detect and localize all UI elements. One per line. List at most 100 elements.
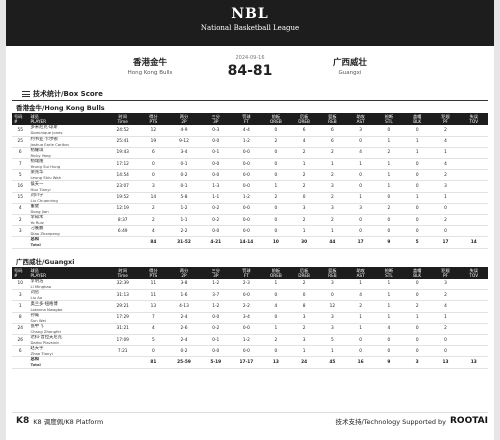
table-header-row: 号码 # 球员 PLAYER 时间 Time 得分 PTS 两分 2P 三分 3P 罚球 FT 前板 OREB… [12, 266, 488, 279]
stat-cell: 0 [374, 125, 404, 137]
stat-cell: 1-2 [231, 334, 262, 347]
stat-cell: 0-0 [231, 289, 262, 302]
stat-cell: 1 [374, 158, 404, 171]
column-header: 时间 Time [106, 113, 140, 125]
stat-cell: 0-0 [200, 169, 232, 182]
player-number: 24 [12, 323, 29, 336]
table-row: 26 达科·普拉夫尼克 Darko Plavsinic 17:09 5 2-4 0-1 1-2… [12, 334, 488, 347]
player-name-en: Zhao Tianyi [30, 351, 53, 357]
stat-cell: 0 [318, 289, 347, 302]
stat-cell: 3 [289, 334, 319, 347]
stat-cell [459, 334, 488, 347]
column-header: 篮板 REB [318, 113, 347, 125]
stat-cell: 1 [374, 289, 404, 302]
stat-cell: 0 [374, 192, 404, 204]
player-name: 达科·普拉夫尼克 Darko Plavsinic [28, 334, 107, 347]
stat-cell: 31:13 [106, 289, 140, 302]
column-header: 抢断 STL [374, 266, 404, 279]
stat-cell: 2 [289, 180, 319, 193]
stat-cell: 3-4 [231, 312, 262, 324]
column-header-en: BLK [413, 119, 422, 124]
player-name-en: Lotanna Nwogbo [30, 306, 63, 312]
list-icon [22, 91, 30, 97]
stat-cell: 1-6 [167, 289, 201, 302]
column-header-cn: 犯规 [441, 114, 450, 119]
table-row: 6 杨耀琪 Ricky Yang 19:43 6 3-4 0-1 0-0 0 2 2 4 2 1 1 [12, 147, 488, 160]
stat-cell: 0 [261, 125, 290, 137]
stat-cell: 1 [346, 278, 375, 291]
stat-cell: 0 [403, 125, 432, 137]
stat-cell: 0-2 [200, 323, 232, 336]
stat-cell: 4 [374, 323, 404, 336]
stat-cell: 0 [261, 312, 290, 324]
player-name-en: Total [30, 242, 41, 248]
column-header-cn: 失误 [469, 267, 478, 273]
stat-cell: 3-8 [167, 278, 201, 291]
stat-cell: 0-2 [167, 169, 201, 182]
player-name-cn: 总和 [30, 357, 40, 363]
stat-cell: 0 [374, 345, 404, 358]
stat-cell: 0 [261, 225, 290, 238]
stat-cell [459, 225, 488, 238]
table-row: 25 约书亚·卡尔顿 Joshua Earle Carlton 25:41 19 9-12… [12, 136, 488, 148]
stat-cell: 1 [374, 312, 404, 324]
stat-cell: 3 [431, 180, 460, 193]
home-team-name-en: Hong Kong Bulls [127, 69, 173, 76]
player-name-en: Liu Ao [30, 295, 43, 301]
stat-cell: 0 [403, 203, 432, 216]
stat-cell: 4 [431, 136, 460, 148]
column-header-cn: 盖帽 [412, 114, 422, 119]
player-name: 总和 Total [28, 236, 107, 249]
stat-cell: 6:49 [106, 225, 140, 238]
stat-cell: 1 [346, 323, 375, 336]
column-header-cn: 前板 [271, 267, 281, 273]
stat-cell: 0-0 [200, 158, 232, 171]
player-name: 赵天宇 Zhao Tianyi [28, 345, 107, 358]
stat-cell: 6 [318, 136, 347, 148]
stat-cell [459, 345, 488, 358]
column-header-en: STL [385, 272, 393, 278]
player-name-en: Dong Jian [30, 208, 49, 214]
stat-cell: 0 [346, 180, 375, 193]
player-number: 3 [12, 225, 29, 238]
player-name-cn: 孙威 [30, 312, 40, 318]
stat-cell: 0 [403, 180, 432, 193]
player-number: 6 [12, 345, 29, 358]
stat-cell: 14-14 [231, 236, 262, 249]
table-row: 3 刁展鹏 Diao Zhanpeng 6:49 4 2-2 0-0 0-0 0 1 1 0 0 0 0 [12, 225, 488, 238]
column-header-cn: 两分 [179, 114, 189, 119]
stat-cell: 2 [318, 192, 347, 204]
stat-cell: 17:29 [106, 312, 140, 324]
column-header: 前板 OREB [261, 113, 290, 125]
stat-cell: 0-0 [231, 147, 262, 160]
team-title: 广西威壮/Guangxi [16, 257, 75, 266]
stat-cell: 2 [289, 147, 319, 160]
stat-cell: 9-12 [167, 136, 201, 148]
stat-cell: 1 [374, 180, 404, 193]
player-name: 梁兆华 Leung Shiu Wah [28, 169, 107, 182]
column-header-cn: 盖帽 [412, 267, 422, 273]
player-name: 李知禾 Yo Ruiz [28, 214, 107, 227]
table-row: 3 刘岳 Liu Ao 31:13 11 1-6 3-7 0-0 0 0 0 4 1 0 2 [12, 289, 488, 302]
player-name-cn: 董健 [30, 203, 40, 209]
player-name-en: Hou Tianyi [30, 186, 51, 192]
stat-cell: 9 [374, 236, 404, 249]
league-subtitle: National Basketball League [200, 24, 300, 32]
column-header-en: PLAYER [30, 119, 47, 124]
column-header-cn: 三分 [211, 267, 220, 273]
league-title: NBL [231, 6, 269, 22]
stat-cell: 1 [403, 147, 432, 160]
stat-cell: 0 [346, 136, 375, 148]
stat-cell: 24 [289, 356, 319, 369]
stat-cell: 0-0 [231, 214, 262, 227]
column-header: 号码 # [12, 113, 29, 125]
stat-cell: 3 [318, 180, 347, 193]
column-header-en: 2P [181, 272, 187, 278]
column-header-cn: 号码 [14, 114, 23, 119]
stat-cell: 0-2 [200, 214, 232, 227]
stat-cell: 1 [289, 158, 319, 171]
stat-cell: 3 [289, 203, 319, 216]
player-name: 总和 Total [28, 356, 107, 369]
stat-cell [106, 236, 140, 249]
player-number: 26 [12, 334, 29, 347]
